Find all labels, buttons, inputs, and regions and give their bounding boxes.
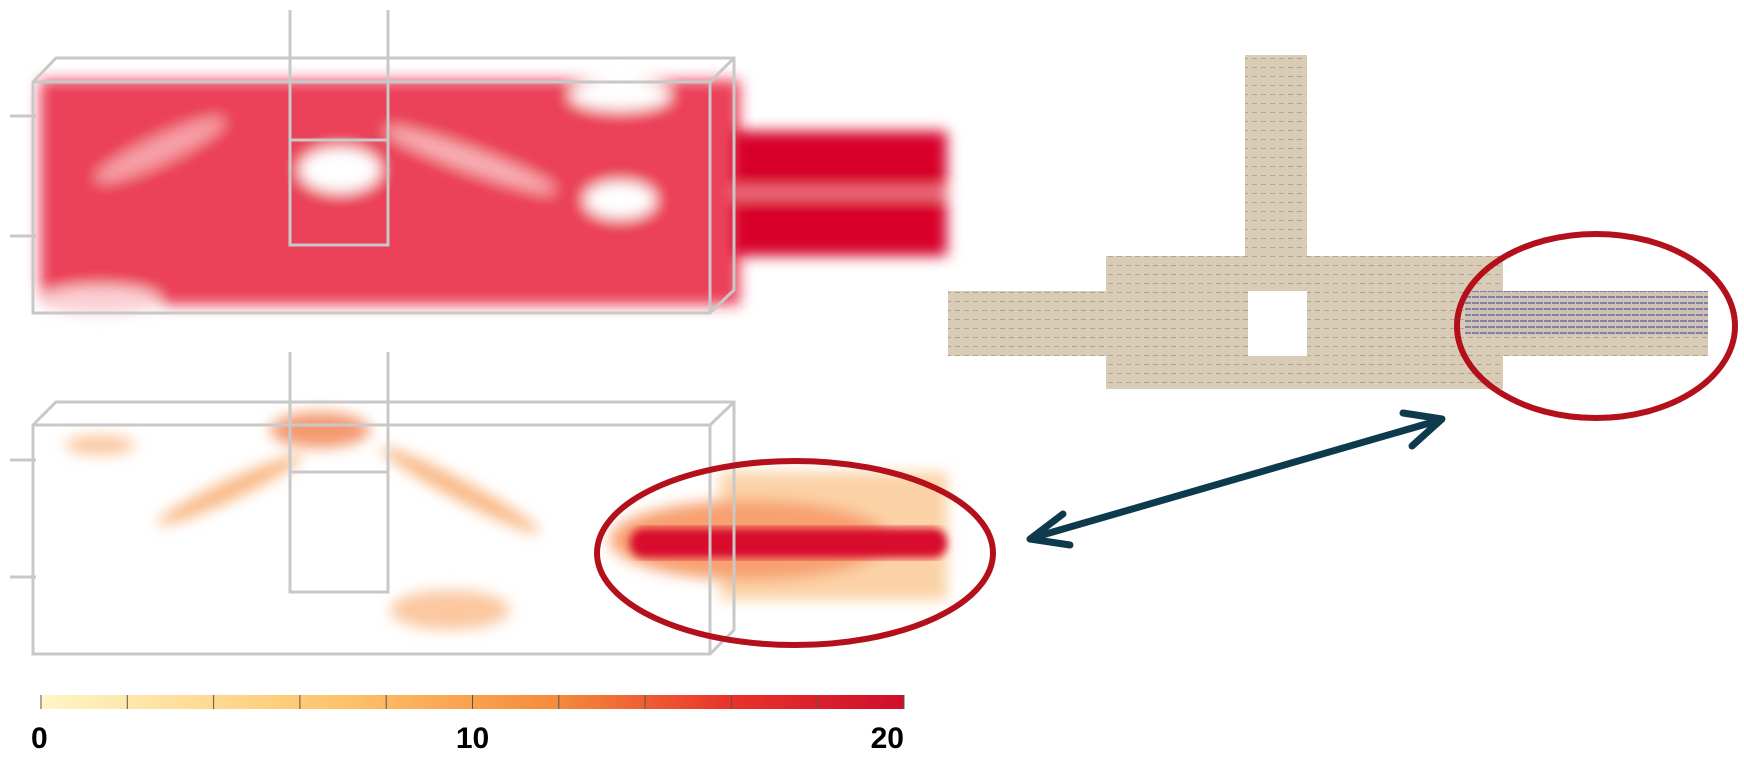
vertical-channel bbox=[1245, 55, 1307, 257]
figure: 0 10 20 bbox=[0, 0, 1744, 757]
bottom-heat bbox=[65, 412, 947, 630]
colorbar-label: 20 bbox=[871, 722, 904, 755]
bottom-jet bbox=[630, 528, 947, 558]
double-arrow bbox=[1030, 413, 1442, 545]
colorbar-label: 10 bbox=[456, 722, 489, 755]
bottom-field bbox=[10, 352, 947, 654]
obstacle bbox=[1248, 291, 1307, 356]
colorbar: 0 10 20 bbox=[31, 695, 904, 755]
colorbar-label: 0 bbox=[31, 722, 48, 755]
outlet-jet bbox=[1465, 291, 1708, 335]
vector-field bbox=[948, 55, 1708, 389]
top-field bbox=[10, 10, 947, 314]
top-heat bbox=[40, 80, 947, 314]
